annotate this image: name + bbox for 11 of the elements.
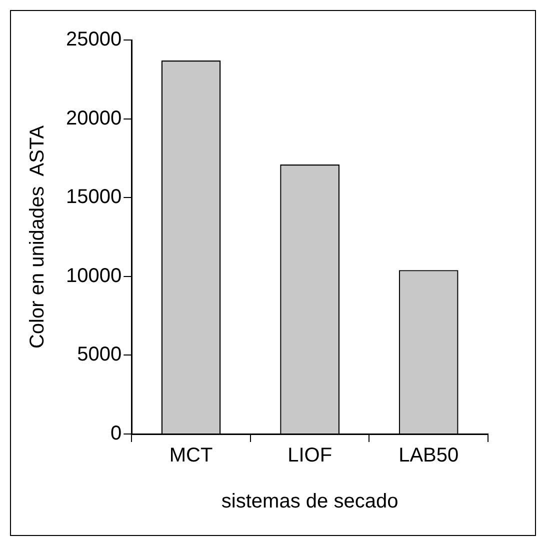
x-tick-label: MCT xyxy=(169,444,213,467)
x-tick-label: LIOF xyxy=(288,444,332,467)
y-tick-label: 5000 xyxy=(77,344,122,366)
y-tick-label: 10000 xyxy=(66,264,122,287)
x-tick-label: LAB50 xyxy=(398,444,459,467)
y-tick-label: 20000 xyxy=(66,107,122,130)
y-tick-label: 0 xyxy=(110,422,122,445)
y-tick-label: 25000 xyxy=(66,28,122,51)
x-axis-title: sistemas de secado xyxy=(221,490,398,513)
y-tick-label: 15000 xyxy=(66,186,122,208)
y-axis-title: Color en unidades ASTA xyxy=(26,124,49,349)
